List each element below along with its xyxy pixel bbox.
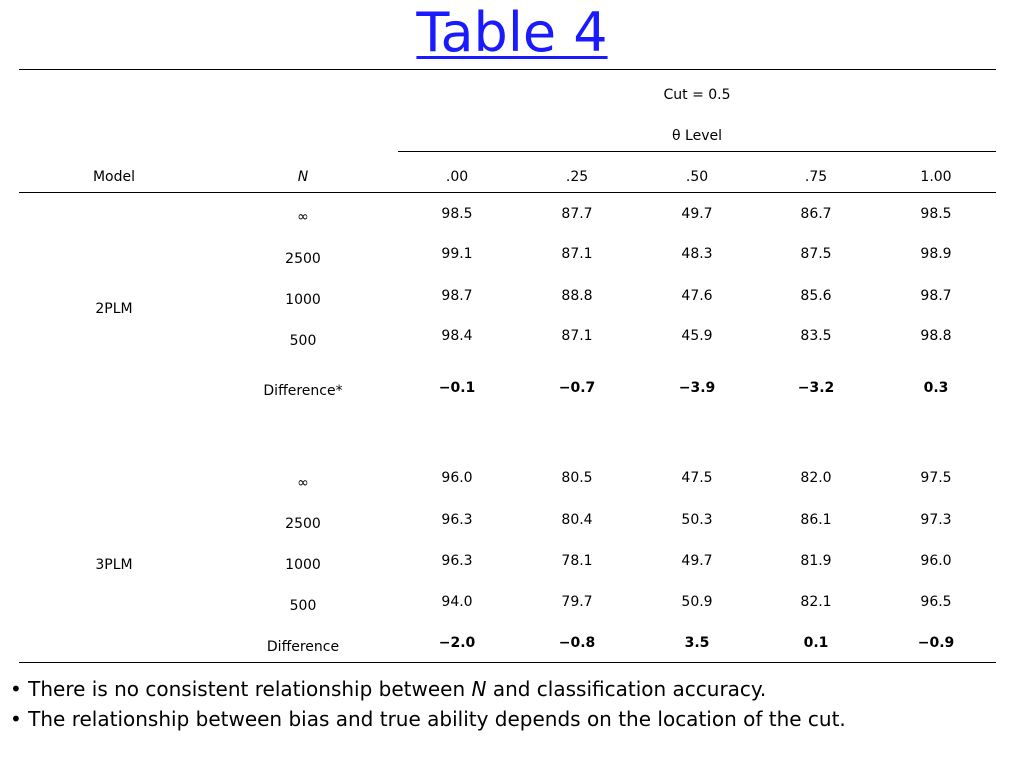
accuracy-cell: 87.5 [800,246,832,262]
accuracy-cell: 49.7 [681,206,713,222]
difference-cell: 0.1 [803,635,829,651]
n-label: 500 [289,598,317,614]
n-label: ∞ [297,209,309,225]
bullet-text: There is no consistent relationship betw… [28,677,472,701]
model-column-header: Model [92,169,136,185]
difference-cell: −0.9 [917,635,955,651]
accuracy-cell: 94.0 [441,594,473,610]
accuracy-cell: 47.5 [681,470,713,486]
difference-cell: −0.1 [438,380,476,396]
difference-cell: −3.2 [797,380,835,396]
accuracy-cell: 96.3 [441,553,473,569]
difference-cell: −0.8 [558,635,596,651]
difference-cell: −3.9 [678,380,716,396]
theta-level-label: θ Level [672,128,722,144]
n-label: 1000 [285,557,321,573]
n-label: 1000 [285,292,321,308]
accuracy-cell: 88.8 [561,288,593,304]
accuracy-cell: 97.5 [920,470,952,486]
n-label: ∞ [297,475,309,491]
accuracy-cell: 98.7 [920,288,952,304]
model-label: 3PLM [95,557,133,573]
accuracy-cell: 86.7 [800,206,832,222]
slide-title: Table 4 [416,1,608,64]
theta-level-header: .25 [565,169,589,185]
n-label: Difference [266,639,340,655]
theta-level-header: 1.00 [920,169,952,185]
n-label: Difference* [263,383,343,399]
theta-header-rule [398,151,996,152]
accuracy-cell: 47.6 [681,288,713,304]
accuracy-cell: 45.9 [681,328,713,344]
theta-level-header: .00 [445,169,469,185]
table-bottom-rule [19,662,996,663]
n-column-header: N [297,169,309,185]
accuracy-cell: 82.0 [800,470,832,486]
accuracy-cell: 87.7 [561,206,593,222]
bullet-emphasis: N [471,677,487,701]
accuracy-cell: 96.3 [441,512,473,528]
accuracy-cell: 98.9 [920,246,952,262]
n-label: 2500 [285,251,321,267]
n-label: 500 [289,333,317,349]
theta-level-header: .75 [804,169,828,185]
accuracy-cell: 83.5 [800,328,832,344]
accuracy-cell: 99.1 [441,246,473,262]
accuracy-cell: 85.6 [800,288,832,304]
accuracy-cell: 98.8 [920,328,952,344]
bullet-item: • The relationship between bias and true… [10,707,846,731]
n-label: 2500 [285,516,321,532]
accuracy-cell: 48.3 [681,246,713,262]
difference-cell: 3.5 [684,635,710,651]
header-bottom-rule [19,192,996,193]
bullet-text: and classification accuracy. [486,677,767,701]
cut-label: Cut = 0.5 [663,87,731,103]
accuracy-cell: 96.0 [441,470,473,486]
accuracy-cell: 98.7 [441,288,473,304]
accuracy-cell: 50.3 [681,512,713,528]
table-top-rule [19,69,996,70]
accuracy-cell: 87.1 [561,328,593,344]
accuracy-cell: 96.5 [920,594,952,610]
accuracy-cell: 96.0 [920,553,952,569]
accuracy-cell: 87.1 [561,246,593,262]
accuracy-cell: 97.3 [920,512,952,528]
bullet-item: • There is no consistent relationship be… [10,677,767,701]
theta-level-header: .50 [685,169,709,185]
model-label: 2PLM [95,301,133,317]
accuracy-cell: 81.9 [800,553,832,569]
accuracy-cell: 49.7 [681,553,713,569]
bullet-list: • There is no consistent relationship be… [10,674,846,734]
accuracy-cell: 98.5 [920,206,952,222]
accuracy-cell: 50.9 [681,594,713,610]
accuracy-cell: 80.4 [561,512,593,528]
accuracy-cell: 80.5 [561,470,593,486]
accuracy-cell: 86.1 [800,512,832,528]
accuracy-cell: 82.1 [800,594,832,610]
accuracy-cell: 79.7 [561,594,593,610]
difference-cell: −0.7 [558,380,596,396]
accuracy-cell: 98.4 [441,328,473,344]
difference-cell: 0.3 [923,380,949,396]
accuracy-cell: 98.5 [441,206,473,222]
difference-cell: −2.0 [438,635,476,651]
bullet-text: The relationship between bias and true a… [28,707,846,731]
accuracy-cell: 78.1 [561,553,593,569]
